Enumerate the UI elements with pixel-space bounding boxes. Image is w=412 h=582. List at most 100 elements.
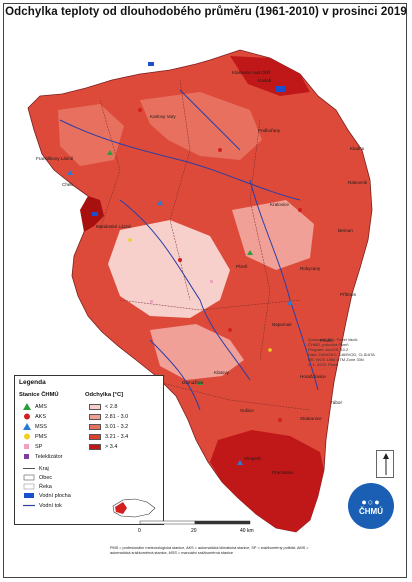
triangle-icon [23,403,31,410]
legend-station-label: AMS [35,403,47,410]
station-markers [67,108,302,465]
legend-station-label: MSS [35,423,47,430]
legend-other-label: Vodní tok [39,502,62,509]
city-label: Horažďovice [300,374,326,379]
legend-class-label: 3.21 - 3.4 [105,433,129,440]
legend-swatch [89,413,101,420]
credit-line: ČHMÚ, pobočka Plzeň [308,342,349,347]
legend-station-ams: AMS [23,402,47,411]
legend-swatch [89,423,101,430]
square-icon [24,454,29,459]
city-label: Strakonice [300,416,322,421]
legend-station-sp: SP [23,442,42,451]
city-label: Kladno [350,146,365,151]
city-label: Rakovník [348,180,368,185]
legend-other-label: Obec [39,474,53,481]
map-title: Odchylka teploty od dlouhodobého průměru… [5,6,407,18]
water-body [148,62,154,66]
zone-darkest-south [210,430,324,532]
legend-obec: Obec [23,473,52,482]
legend-station-mss: MSS [23,422,47,431]
legend-class: 3.21 - 3.4 [89,432,128,441]
city-label: Rokycany [300,266,321,271]
legend-swatch [89,433,101,440]
credit-line: HS: WGS 1984 UTM Zone 33N [308,357,364,362]
zone-mid-west [58,104,124,166]
legend-station-aks: AKS [23,412,46,421]
legend-box: Legenda Stanice ČHMÚ Odchylka [°C] AMS A… [14,375,164,525]
legend-other-label: Řeka [39,483,52,490]
city-label: Mariánské Lázně [96,224,131,229]
legend-swatch [89,403,101,410]
water-body [92,212,98,216]
city-label: Prachatice [272,470,294,475]
logo-text: ČHMÚ [359,506,383,516]
city-label: Klášterec nad Ohří [232,70,271,75]
north-arrow [376,450,394,478]
legend-station-label: Teleklizátor [35,453,63,460]
legend-class: 3.01 - 3.2 [89,422,128,431]
city-label: Sušice [240,408,254,413]
legend-title: Legenda [19,379,46,386]
map-credits: Zpracoval: Mgr. Pavel Vacík ČHMÚ, pobočk… [308,337,398,367]
city-label: Kadaň [258,78,272,83]
water-area-icon [24,493,34,498]
city-label: Františkovy Lázně [36,156,74,161]
logo-mark: ●○● [361,496,381,507]
inset-country-map [112,498,156,518]
legend-class-label: < 2.8 [105,403,118,410]
legend-station-pms: PMS [23,432,47,441]
city-label: Beroun [338,228,353,233]
water-body [276,86,285,92]
legend-station-label: AKS [35,413,47,420]
scale-tick: 40 km [240,528,254,534]
legend-class: > 3.4 [89,442,117,451]
chmu-logo: ●○● ČHMÚ [348,483,394,529]
city-label: Tábor [330,400,342,405]
legend-reka: Řeka [23,482,52,491]
city-label: Nepomuk [272,322,292,327]
legend-station-tele: Teleklizátor [23,452,63,461]
city-label: Domažlice [182,380,204,385]
zone-lighter-north [140,92,262,160]
boundary-box-icon [23,474,35,481]
city-label: Karlovy Vary [150,114,176,119]
legend-class: 2.81 - 3.0 [89,412,128,421]
credit-line: Data: DAMOKO, DAMVOD, CLIDATA [308,352,375,357]
credit-line: Zpracoval: Mgr. Pavel Vacík [308,337,358,342]
credit-line: Program: ArcGIS, 10.2 [308,347,349,352]
legend-other-label: Kraj [39,465,49,472]
legend-vodni-plocha: Vodní plocha [23,491,71,500]
boundary-box-icon [23,483,35,490]
river-line-icon [23,504,35,507]
legend-class: < 2.8 [89,402,117,411]
legend-vodni-tok: Vodní tok [23,501,62,510]
legend-class-label: 3.01 - 3.2 [105,423,129,430]
legend-swatch [89,443,101,450]
square-icon [24,444,29,449]
credit-line: 2. 1. 2020, Plzeň [308,362,339,367]
city-label: Příbram [340,292,357,297]
legend-kraj: Kraj [23,464,49,473]
city-label: Podbořany [258,128,281,133]
zone-lightest-center [108,220,230,318]
circle-icon [24,413,30,420]
triangle-icon [23,423,31,430]
footnote: PMS = profesionální meteorologická stani… [110,546,309,555]
zone-light-east [232,200,314,270]
city-label: Klatovy [214,370,230,375]
legend-other-label: Vodní plocha [39,492,71,499]
north-arrow-icon [383,453,389,475]
legend-stations-header: Stanice ČHMÚ [19,392,59,398]
legend-deviation-header: Odchylka [°C] [85,392,124,398]
city-label: Písek [320,338,332,343]
city-label: Plzeň [236,264,248,269]
legend-station-label: PMS [35,433,47,440]
legend-class-label: 2.81 - 3.0 [105,413,129,420]
boundary-line-icon [23,468,35,469]
legend-class-label: > 3.4 [105,443,118,450]
city-label: Vimperk [244,456,261,461]
scale-bar: 0 20 40 km [135,520,260,534]
circle-icon [24,433,30,440]
